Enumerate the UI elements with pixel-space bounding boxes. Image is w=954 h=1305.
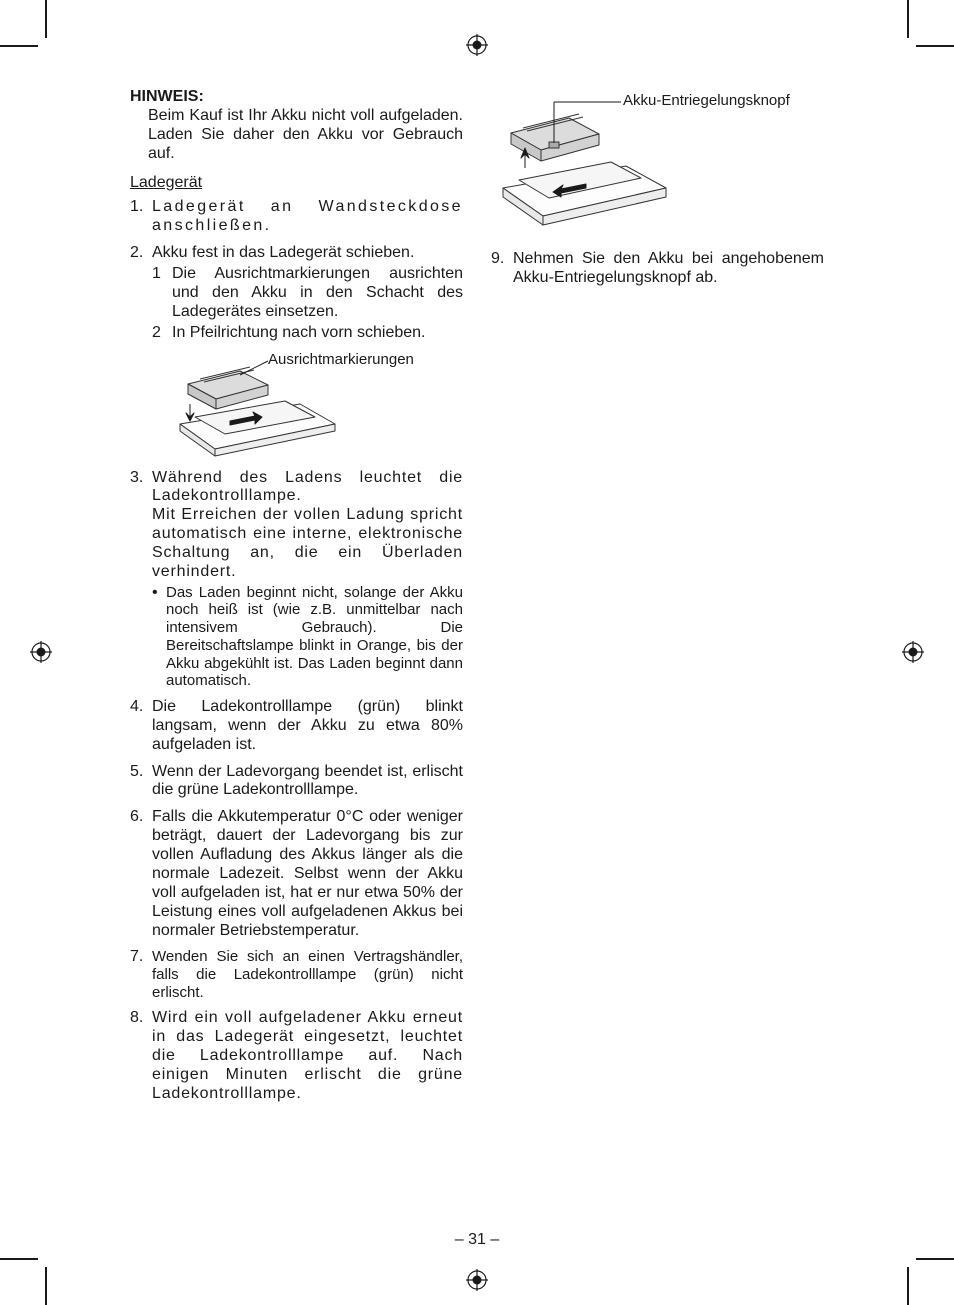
figure-release-button: Akku-Entriegelungsknopf <box>491 88 821 238</box>
figure-1-label: Ausrichtmarkierungen <box>268 351 414 369</box>
step-number: 2. <box>130 244 152 263</box>
step-number: 1. <box>130 198 152 236</box>
registration-mark-icon <box>30 641 52 663</box>
registration-mark-icon <box>902 641 924 663</box>
hinweis-body: Beim Kauf ist Ihr Akku nicht voll aufgel… <box>130 107 463 164</box>
step-9: Nehmen Sie den Akku bei angehobenem Akku… <box>513 250 824 288</box>
figure-alignment-marks: Ausrichtmarkierungen <box>160 349 420 459</box>
step-6: Falls die Akkutemperatur 0°C oder wenige… <box>152 808 463 940</box>
step-number: 7. <box>130 948 152 1001</box>
step-3-p2: Mit Erreichen der vollen Ladung spricht … <box>152 506 463 580</box>
step-number: 9. <box>491 250 513 288</box>
figure-2-label: Akku-Entriegelungsknopf <box>623 92 790 110</box>
step-number: 8. <box>130 1009 152 1103</box>
step-5: Wenn der Ladevorgang beendet ist, erlisc… <box>152 763 463 801</box>
step-2-sub-2: In Pfeilrichtung nach vorn schieben. <box>172 324 463 343</box>
ladegeraet-heading: Ladegerät <box>130 174 463 193</box>
step-3-bullet: Das Laden beginnt nicht, solange der Akk… <box>166 584 463 690</box>
step-4: Die Ladekontrolllampe (grün) blinkt lang… <box>152 698 463 755</box>
step-number: 6. <box>130 808 152 940</box>
page-number: – 31 – <box>0 1231 954 1249</box>
step-2-sub-1: Die Ausrichtmarkierungen ausrichten und … <box>172 265 463 322</box>
step-1: Ladegerät an Wandsteckdose anschließen. <box>152 198 463 236</box>
step-number: 3. <box>130 469 152 582</box>
hinweis-label: HINWEIS: <box>130 88 463 107</box>
step-number: 5. <box>130 763 152 801</box>
bullet-mark: • <box>152 584 166 690</box>
registration-mark-icon <box>466 34 488 56</box>
substep-number: 1 <box>152 265 172 322</box>
step-3-p1: Während des Ladens leuchtet die Ladekont… <box>152 469 463 505</box>
step-8: Wird ein voll aufgeladener Akku erneut i… <box>152 1009 463 1103</box>
step-7: Wenden Sie sich an einen Vertragshändler… <box>152 948 463 1001</box>
substep-number: 2 <box>152 324 172 343</box>
step-number: 4. <box>130 698 152 755</box>
step-2: Akku fest in das Ladegerät schieben. <box>152 244 463 263</box>
registration-mark-icon <box>466 1269 488 1291</box>
